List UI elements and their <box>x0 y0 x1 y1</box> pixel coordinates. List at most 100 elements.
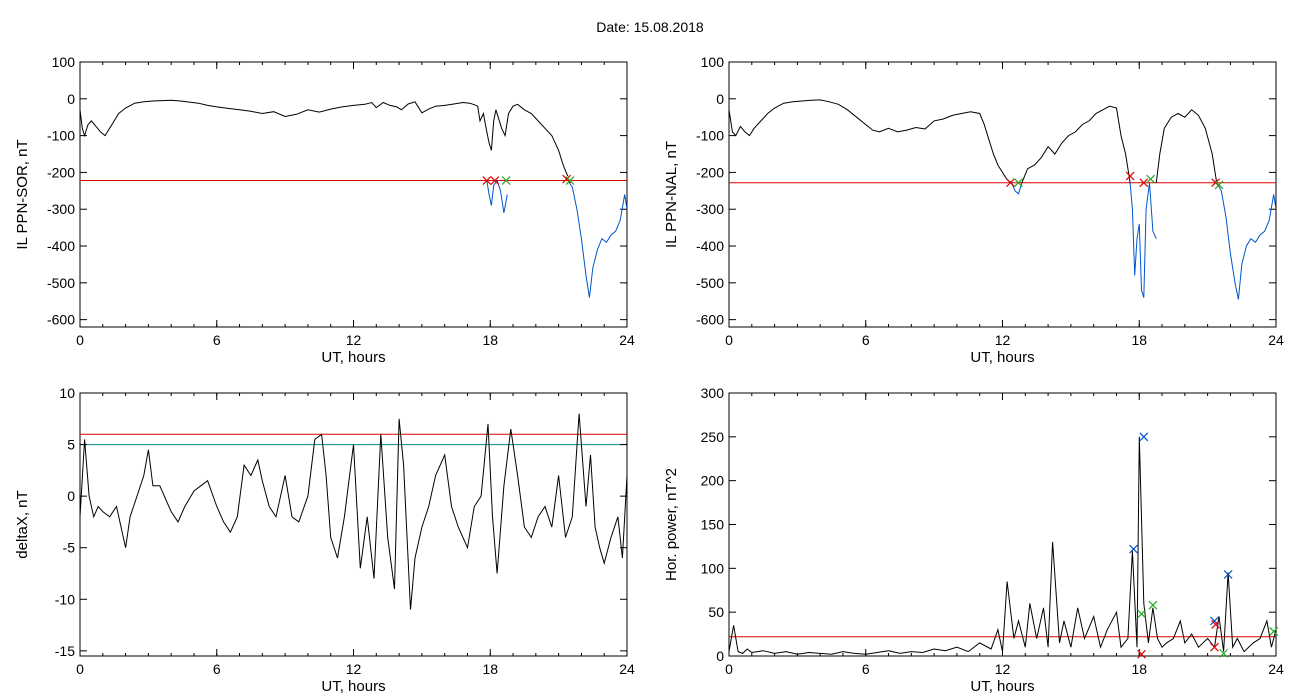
x-tick-label: 6 <box>213 332 221 348</box>
x-tick-label: 24 <box>619 332 635 348</box>
y-tick-label: 50 <box>708 604 724 620</box>
x-marker <box>1129 544 1138 554</box>
x-tick-label: 6 <box>862 661 870 677</box>
x-marker <box>1214 180 1224 190</box>
x-tick-label: 6 <box>862 332 870 348</box>
x-tick-label: 18 <box>1131 332 1147 348</box>
x-marker-stroke <box>1129 544 1138 554</box>
y-tick-label: 5 <box>67 437 75 453</box>
x-tick-label: 0 <box>725 661 733 677</box>
x-axis-title: UT, hours <box>970 349 1034 366</box>
y-tick-label: 150 <box>701 517 725 533</box>
x-marker-stroke <box>482 176 492 185</box>
y-tick-label: 10 <box>59 385 75 401</box>
y-tick-label: -100 <box>696 128 724 144</box>
plot-frame <box>79 392 628 657</box>
panel-delta-x: 0 6 12 18 24 10 5 0 -5 -10 -15 UT, hours deltaX, nT <box>14 385 635 695</box>
x-marker-stroke <box>1223 570 1233 579</box>
x-tick-label: 12 <box>346 661 362 677</box>
plot-frame <box>728 61 1277 328</box>
x-tick-label: 18 <box>482 661 498 677</box>
y-tick-label: -400 <box>696 238 724 254</box>
x-axis-title: UT, hours <box>970 678 1034 695</box>
y-tick-label: -600 <box>696 312 724 328</box>
x-tick-label: 18 <box>1131 661 1147 677</box>
y-tick-label: -300 <box>47 201 75 217</box>
x-marker-stroke <box>565 176 575 185</box>
x-tick-label: 6 <box>213 661 221 677</box>
y-axis-title: Hor. power, nT^2 <box>663 468 680 581</box>
x-marker-stroke <box>1139 432 1149 442</box>
x-marker <box>1223 570 1233 579</box>
y-tick-label: 200 <box>701 473 725 489</box>
plot-frame <box>728 392 1277 657</box>
x-tick-label: 12 <box>995 332 1011 348</box>
x-marker-stroke <box>1006 178 1015 188</box>
y-tick-label: -200 <box>47 164 75 180</box>
y-tick-label: -200 <box>696 164 724 180</box>
x-marker-stroke <box>1139 178 1149 188</box>
x-marker <box>565 176 575 185</box>
x-marker <box>1210 642 1219 652</box>
y-axis-title: IL PPN-NAL, nT <box>663 141 680 248</box>
x-tick-label: 24 <box>619 661 635 677</box>
series-line-0 <box>729 436 1276 655</box>
y-tick-label: 100 <box>701 560 725 576</box>
x-marker <box>1014 178 1023 188</box>
x-marker-stroke <box>1137 649 1146 659</box>
series-line-0 <box>80 99 569 177</box>
x-marker <box>501 176 511 185</box>
figure-date-title: Date: 15.08.2018 <box>596 19 704 35</box>
x-marker-stroke <box>1125 171 1135 181</box>
y-tick-label: 100 <box>701 54 725 70</box>
x-marker-stroke <box>1148 600 1158 610</box>
y-tick-label: -15 <box>55 643 75 659</box>
x-tick-label: 12 <box>346 332 362 348</box>
x-tick-label: 0 <box>76 661 84 677</box>
x-tick-label: 18 <box>482 332 498 348</box>
panel-hor-power: 0 6 12 18 24 300 250 200 150 100 50 0 UT, hours Hor. … <box>663 385 1284 695</box>
x-tick-label: 24 <box>1268 332 1284 348</box>
x-marker <box>1137 649 1146 659</box>
x-marker-stroke <box>501 176 511 185</box>
y-tick-label: -10 <box>55 591 75 607</box>
x-marker-stroke <box>1211 178 1221 188</box>
x-marker <box>1219 648 1229 658</box>
y-axis-title: deltaX, nT <box>14 490 31 558</box>
x-marker <box>1125 171 1135 181</box>
y-tick-label: 250 <box>701 429 725 445</box>
x-marker-stroke <box>1211 620 1221 629</box>
plot-frame <box>79 61 628 328</box>
x-marker <box>1139 432 1149 442</box>
y-tick-label: -300 <box>696 201 724 217</box>
y-tick-label: 0 <box>67 488 75 504</box>
series-line-2 <box>567 180 627 298</box>
y-tick-label: 0 <box>67 91 75 107</box>
y-axis-title: IL PPN-SOR, nT <box>14 139 31 249</box>
x-marker-stroke <box>1269 627 1279 636</box>
y-tick-label: -600 <box>47 312 75 328</box>
x-marker <box>1006 178 1015 188</box>
y-tick-label: -500 <box>47 275 75 291</box>
y-tick-label: -400 <box>47 238 75 254</box>
x-marker <box>1139 178 1149 188</box>
series-line-1 <box>486 179 508 213</box>
panel-il-ppn-sor: 0 6 12 18 24 100 0 -100 -200 -300 -400 -500 -600 UT, … <box>14 54 635 366</box>
x-tick-label: 12 <box>995 661 1011 677</box>
x-marker <box>1211 620 1221 629</box>
series-line-0 <box>729 99 1012 184</box>
x-marker-stroke <box>1214 180 1224 190</box>
x-marker-stroke <box>1146 174 1156 184</box>
x-marker-stroke <box>1210 642 1219 652</box>
series-line-1 <box>1011 182 1023 195</box>
x-marker-stroke <box>562 174 572 184</box>
y-tick-label: 300 <box>701 385 725 401</box>
x-marker-stroke <box>1210 616 1219 626</box>
series-line-2 <box>1021 105 1131 183</box>
x-marker-stroke <box>1219 648 1229 658</box>
x-marker <box>482 176 492 185</box>
x-marker-stroke <box>1137 609 1146 619</box>
x-marker <box>1146 174 1156 184</box>
panel-il-ppn-nal: 0 6 12 18 24 100 0 -100 -200 -300 -400 -500 -600 UT, … <box>663 54 1284 366</box>
